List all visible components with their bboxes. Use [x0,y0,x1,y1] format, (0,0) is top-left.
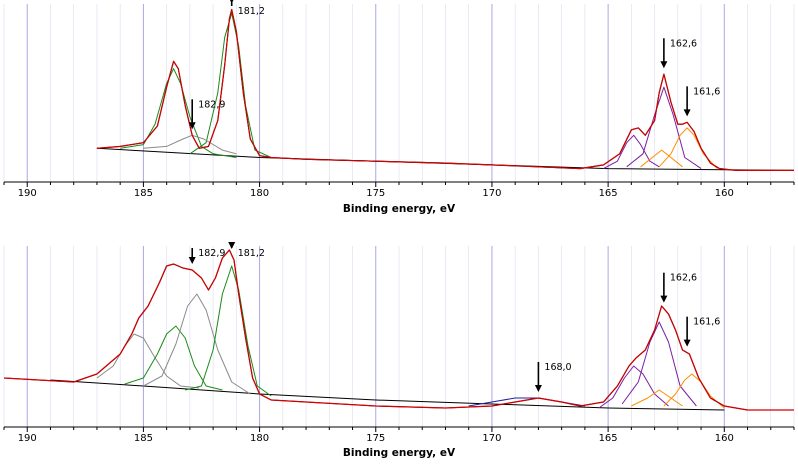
x-tick-label: 190 [18,188,37,199]
peak-label: 181,2 [238,6,265,17]
series-component-line [189,12,272,158]
peak-label: 181,2 [238,248,265,259]
x-tick-label: 190 [18,433,37,444]
series-component-line [658,127,718,169]
series-component-line [598,365,669,409]
series-background-line [50,379,725,411]
x-tick-label: 175 [366,433,385,444]
peak-arrow-head [683,339,691,347]
x-tick-label: 160 [715,433,734,444]
peak-arrow-head [229,0,234,4]
series-component-line [185,265,272,397]
peak-arrow-head [534,385,542,392]
x-tick-label: 185 [134,433,153,444]
peak-arrow-head [228,242,236,249]
x-tick-label: 170 [482,188,501,199]
chart-panel-bottom: 190 185 180 175 170 165 160 Binding energy, eV 1… [3,242,795,459]
x-axis-title: Binding energy, eV [343,203,456,215]
peak-label: 182,9 [198,248,225,259]
peak-label: 182,9 [198,99,225,110]
peak-arrow-head [188,122,196,130]
x-tick-label: 185 [134,188,153,199]
series-component-line [663,373,725,409]
peak-label: 161,6 [693,317,720,328]
series-component-line [640,149,683,168]
x-tick-label: 165 [599,188,618,199]
peak-arrow-head [660,61,668,69]
peak-label: 161,6 [693,86,720,97]
chart-panel-top: 190 185 180 175 170 165 160 Binding energy, eV 1… [3,0,795,215]
series-component-line [124,325,223,391]
series-envelope-line [96,8,794,171]
peak-label: 162,6 [670,38,697,49]
series-component-line [143,293,251,395]
series-component-line [603,134,660,170]
x-tick-label: 170 [482,433,501,444]
series-component-line [631,389,683,407]
series-component-line [621,321,697,407]
peak-arrow-head [188,257,196,264]
x-tick-label: 180 [250,188,269,199]
series-component-line [120,68,237,158]
peak-label: 162,6 [670,273,697,284]
x-tick-label: 180 [250,433,269,444]
x-axis-title: Binding energy, eV [343,447,456,459]
series-envelope-line [3,249,794,411]
x-tick-label: 160 [715,188,734,199]
peak-arrow-head [683,109,691,117]
x-tick-label: 175 [366,188,385,199]
peak-arrow-head [660,295,668,303]
peak-label: 168,0 [544,362,571,373]
series-component-line [96,333,200,389]
x-tick-label: 165 [599,433,618,444]
series-component-line [626,86,702,170]
